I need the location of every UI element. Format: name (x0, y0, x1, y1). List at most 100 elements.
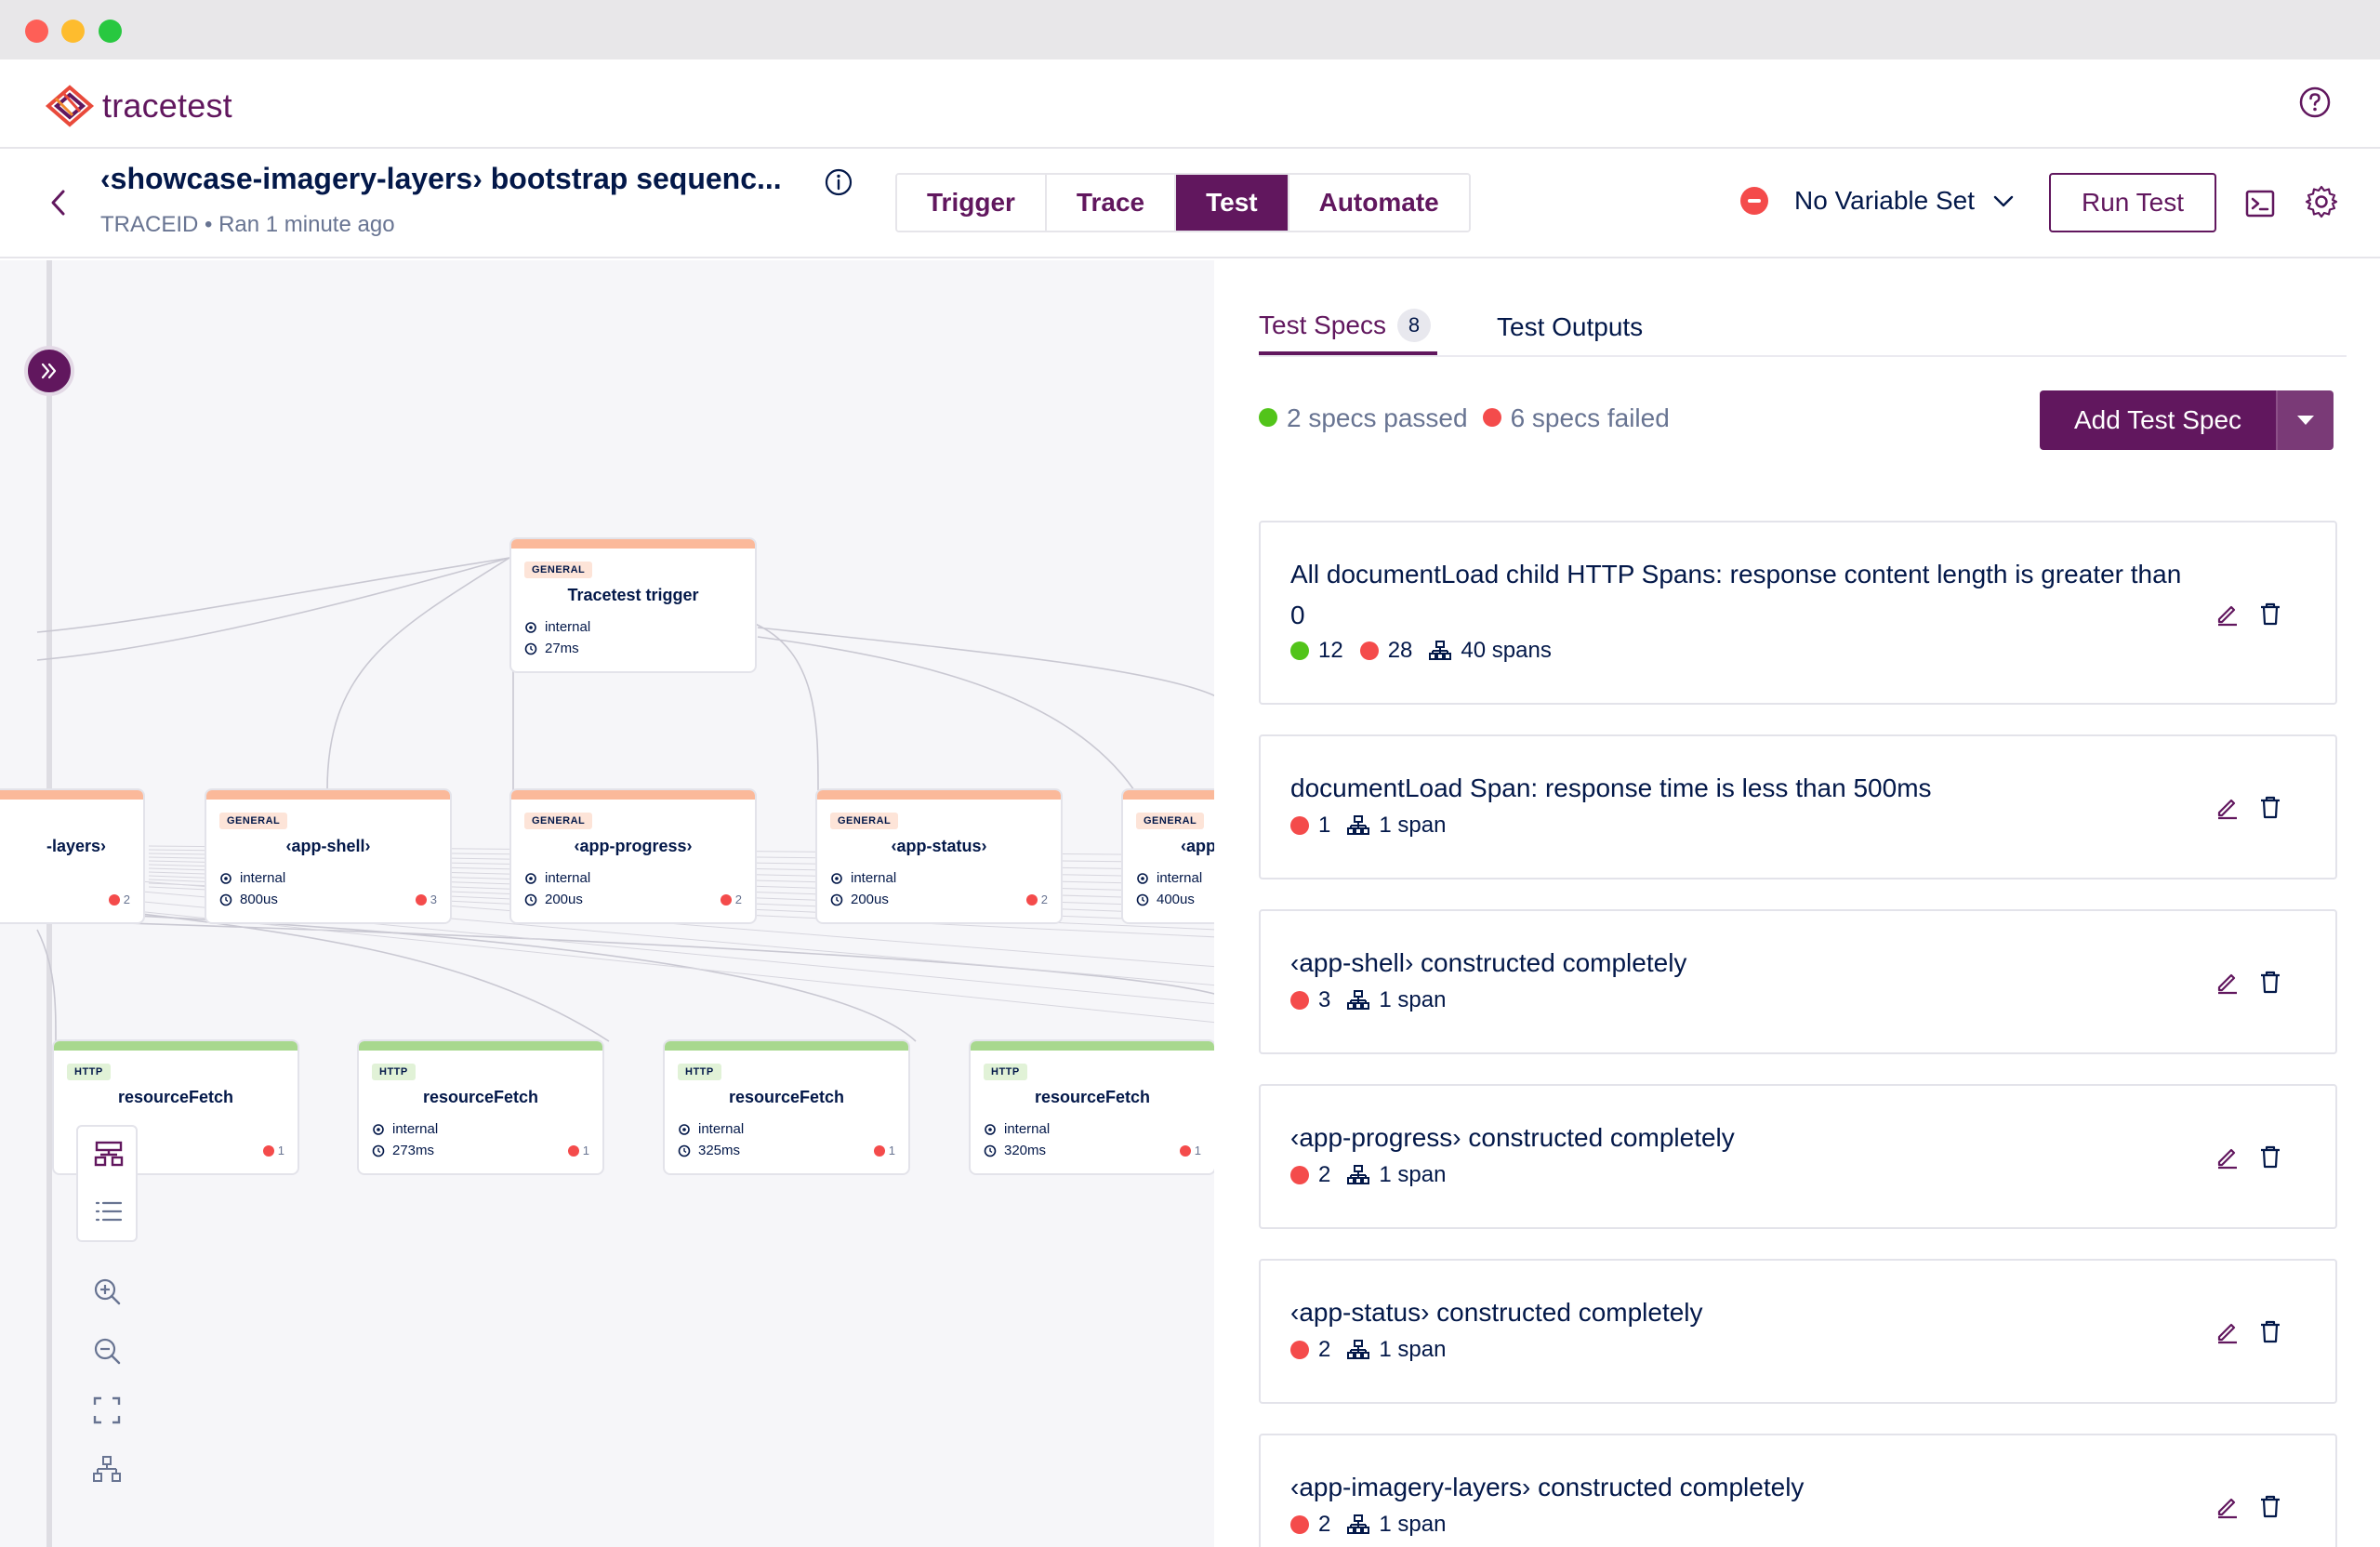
kind-icon (525, 621, 536, 633)
spec-span-count: 1 span (1347, 987, 1446, 1013)
tab-automate[interactable]: Automate (1289, 175, 1469, 231)
edit-icon[interactable] (2215, 969, 2241, 995)
span-node[interactable]: GENERAL ‹app internal 400us (1121, 788, 1214, 924)
span-type-badge: GENERAL (830, 813, 899, 829)
tab-trigger[interactable]: Trigger (897, 175, 1047, 231)
gear-icon[interactable] (2304, 184, 2339, 219)
tracetest-logo-icon (45, 85, 95, 127)
span-kind: internal (524, 870, 590, 886)
span-title: ‹app-progress› (574, 837, 693, 855)
span-node-root[interactable]: GENERAL Tracetest trigger internal 27ms (509, 537, 757, 673)
edit-icon[interactable] (2215, 1144, 2241, 1170)
spans-icon (1347, 1340, 1370, 1359)
spec-card[interactable]: ‹app-progress› constructed completely 2 … (1259, 1084, 2337, 1229)
span-fail-count: 1 (873, 1144, 895, 1157)
spec-stats: 2 1 span (1290, 1512, 1462, 1538)
span-fail-count: 2 (720, 892, 742, 906)
trace-graph-canvas[interactable]: GENERAL Tracetest trigger internal 27ms … (0, 260, 1214, 1547)
spec-span-count: 1 span (1347, 1512, 1446, 1538)
spec-tabs: Test Specs 8 Test Outputs (1259, 299, 2347, 357)
expand-icon (41, 363, 57, 379)
add-test-spec-dropdown[interactable] (2276, 390, 2334, 450)
tab-test-specs[interactable]: Test Specs 8 (1259, 299, 1437, 355)
span-type-badge: HTTP (67, 1064, 111, 1080)
kind-icon (373, 1123, 384, 1135)
span-node[interactable]: GENERAL ‹app-shell› internal 800us 3 (205, 788, 452, 924)
span-duration: 320ms (984, 1143, 1046, 1158)
spec-card[interactable]: ‹app-shell› constructed completely 3 1 s… (1259, 909, 2337, 1054)
layout-icon[interactable] (91, 1454, 123, 1486)
spec-card[interactable]: ‹app-imagery-layers› constructed complet… (1259, 1434, 2337, 1547)
span-kind: internal (830, 870, 896, 886)
span-title: resourceFetch (117, 1088, 234, 1106)
spec-card[interactable]: All documentLoad child HTTP Spans: respo… (1259, 521, 2337, 705)
spec-failed-count: 28 (1359, 638, 1412, 664)
span-node[interactable]: -layers› 2 (0, 788, 145, 924)
span-type-badge: GENERAL (524, 813, 593, 829)
app-logo[interactable]: tracetest (45, 84, 232, 128)
run-test-button[interactable]: Run Test (2049, 173, 2216, 232)
delete-icon[interactable] (2257, 1318, 2283, 1344)
span-duration: 200us (524, 892, 583, 907)
span-type-badge: HTTP (984, 1064, 1027, 1080)
tab-trace[interactable]: Trace (1046, 175, 1177, 231)
span-node[interactable]: GENERAL ‹app-status› internal 200us 2 (815, 788, 1063, 924)
span-type-badge: GENERAL (524, 562, 593, 578)
app-name: tracetest (102, 86, 232, 125)
span-node[interactable]: HTTP resourceFetch internal 273ms 1 (357, 1039, 604, 1175)
variable-set-selector[interactable]: No Variable Set (1740, 186, 2016, 216)
span-duration: 800us (219, 892, 278, 907)
span-type-badge: HTTP (372, 1064, 416, 1080)
zoom-in-icon[interactable] (91, 1276, 123, 1307)
window-close-button[interactable] (25, 20, 48, 43)
variable-set-label: No Variable Set (1794, 186, 1976, 215)
span-duration: 325ms (678, 1143, 740, 1158)
span-title: resourceFetch (1034, 1088, 1151, 1106)
specs-summary: 2 specs passed 6 specs failed (1259, 403, 1670, 433)
edit-icon[interactable] (2215, 794, 2241, 820)
info-icon[interactable] (824, 167, 853, 197)
terminal-icon[interactable] (2244, 188, 2276, 219)
spec-stats: 1 1 span (1290, 813, 1462, 839)
help-icon[interactable] (2298, 86, 2332, 119)
span-node[interactable]: HTTP resourceFetch internal 320ms 1 (969, 1039, 1214, 1175)
span-title: resourceFetch (422, 1088, 539, 1106)
add-test-spec-button[interactable]: Add Test Spec (2040, 390, 2276, 450)
span-node[interactable]: GENERAL ‹app-progress› internal 200us 2 (509, 788, 757, 924)
span-title: resourceFetch (728, 1088, 845, 1106)
span-node[interactable]: HTTP resourceFetch internal 325ms 1 (663, 1039, 910, 1175)
window-zoom-button[interactable] (99, 20, 122, 43)
mode-tabs: Trigger Trace Test Automate (895, 173, 1471, 232)
spec-title: All documentLoad child HTTP Spans: respo… (1290, 560, 2182, 629)
span-kind: internal (219, 870, 285, 886)
back-icon[interactable] (45, 186, 73, 219)
span-fail-count: 3 (415, 892, 437, 906)
clock-icon (984, 1144, 997, 1157)
delete-icon[interactable] (2257, 794, 2283, 820)
zoom-out-icon[interactable] (91, 1335, 123, 1367)
edit-icon[interactable] (2215, 1493, 2241, 1519)
delete-icon[interactable] (2257, 1144, 2283, 1170)
clock-icon (1136, 893, 1149, 906)
kind-icon (985, 1123, 996, 1135)
spec-span-count: 1 span (1347, 1337, 1446, 1363)
spec-card[interactable]: ‹app-status› constructed completely 2 1 … (1259, 1259, 2337, 1404)
specs-count-badge: 8 (1396, 309, 1431, 342)
window-minimize-button[interactable] (61, 20, 85, 43)
fit-view-icon[interactable] (91, 1395, 123, 1426)
expand-sidebar-button[interactable] (24, 346, 74, 396)
edit-icon[interactable] (2215, 1318, 2241, 1344)
specs-failed: 6 specs failed (1482, 403, 1670, 433)
span-fail-count: 2 (108, 892, 130, 906)
spec-failed-count: 2 (1290, 1512, 1330, 1538)
tab-test-outputs[interactable]: Test Outputs (1497, 312, 1644, 341)
tab-test[interactable]: Test (1176, 175, 1289, 231)
edit-icon[interactable] (2215, 601, 2241, 627)
delete-icon[interactable] (2257, 969, 2283, 995)
delete-icon[interactable] (2257, 1493, 2283, 1519)
spec-card[interactable]: documentLoad Span: response time is less… (1259, 734, 2337, 879)
delete-icon[interactable] (2257, 601, 2283, 627)
tree-view-icon[interactable] (93, 1138, 125, 1170)
list-view-icon[interactable] (93, 1196, 125, 1227)
add-test-spec-control: Add Test Spec (2040, 390, 2334, 450)
